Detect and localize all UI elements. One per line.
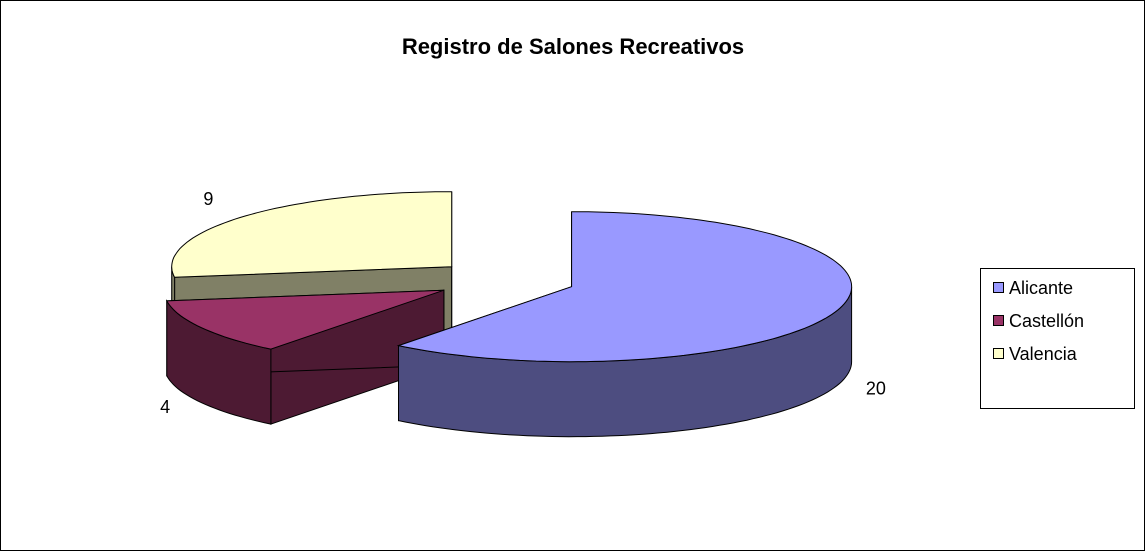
legend-box (980, 268, 1135, 409)
legend-swatch (993, 348, 1004, 359)
data-label: 9 (203, 189, 213, 209)
slice (396, 211, 853, 363)
chart-title: Registro de Salones Recreativos (402, 34, 744, 59)
legend-label: Alicante (1009, 278, 1073, 298)
slice (165, 289, 445, 350)
slice (171, 191, 453, 278)
legend-label: Castellón (1009, 311, 1084, 331)
legend-label: Valencia (1009, 344, 1078, 364)
legend-swatch (993, 315, 1004, 326)
data-label: 4 (160, 397, 170, 417)
data-label: 20 (866, 379, 886, 399)
legend-swatch (993, 282, 1004, 293)
